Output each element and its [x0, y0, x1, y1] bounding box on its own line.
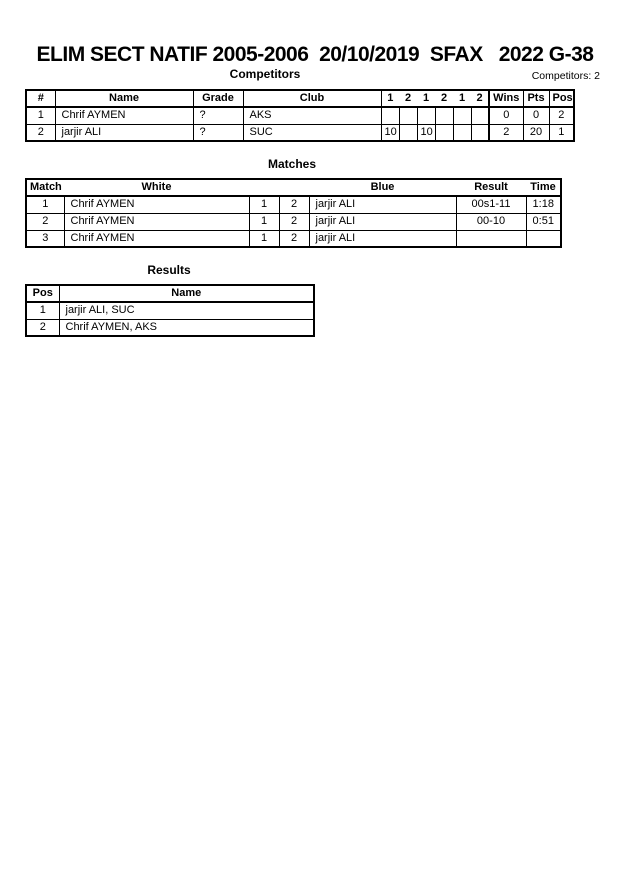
col-header-time: Time — [526, 178, 561, 197]
score-cell — [434, 123, 454, 142]
time-cell: 1:18 — [525, 195, 562, 214]
score-cell — [398, 106, 418, 125]
col-header-score3: 1 — [417, 89, 435, 108]
score-cell: 10 — [380, 123, 400, 142]
col-header-score1: 1 — [381, 89, 399, 108]
col-header-name: Name — [58, 284, 315, 303]
competitor-name-cell: jarjir ALI — [54, 123, 194, 142]
match-num-cell: 3 — [25, 229, 65, 248]
blue-score-cell: 2 — [278, 195, 310, 214]
col-header-score2: 2 — [399, 89, 417, 108]
white-score-cell: 1 — [248, 195, 280, 214]
blue-score-cell: 2 — [278, 229, 310, 248]
competitor-row: 1 Chrif AYMEN ? AKS 0 0 2 — [25, 106, 575, 125]
white-name-cell: Chrif AYMEN — [63, 195, 250, 214]
col-header-club: Club — [242, 89, 382, 108]
white-score-cell: 1 — [248, 229, 280, 248]
competitor-num-cell: 2 — [25, 123, 56, 142]
col-header-score5: 1 — [453, 89, 471, 108]
result-row: 2 Chrif AYMEN, AKS — [25, 318, 315, 337]
score-cell — [470, 106, 490, 125]
blue-name-cell: jarjir ALI — [308, 212, 457, 231]
col-header-wins: Wins — [488, 89, 524, 108]
result-name-cell: jarjir ALI, SUC — [58, 301, 315, 320]
blue-name-cell: jarjir ALI — [308, 229, 457, 248]
score-cell — [398, 123, 418, 142]
result-pos-cell: 2 — [25, 318, 60, 337]
score-cell: 10 — [416, 123, 436, 142]
time-cell — [525, 229, 562, 248]
wins-cell: 2 — [488, 123, 524, 142]
pts-cell: 0 — [522, 106, 550, 125]
col-header-pos: Pos — [548, 89, 575, 108]
time-cell: 0:51 — [525, 212, 562, 231]
competitors-table: # Name Grade Club 1 2 1 2 1 2 Wins Pts P… — [25, 89, 575, 142]
results-section-label: Results — [147, 263, 191, 277]
col-header-match: Match — [26, 178, 64, 197]
result-pos-cell: 1 — [25, 301, 60, 320]
result-row: 1 jarjir ALI, SUC — [25, 301, 315, 320]
page-title: ELIM SECT NATIF 2005-2006 20/10/2019 SFA… — [36, 43, 594, 66]
col-header-blue-score — [279, 178, 309, 197]
match-row: 1 Chrif AYMEN 1 2 jarjir ALI 00s1-11 1:1… — [25, 195, 562, 214]
result-cell: 00s1-11 — [455, 195, 527, 214]
competitor-grade-cell: ? — [192, 106, 244, 125]
result-name-cell: Chrif AYMEN, AKS — [58, 318, 315, 337]
col-header-grade: Grade — [192, 89, 244, 108]
match-row: 3 Chrif AYMEN 1 2 jarjir ALI — [25, 229, 562, 248]
col-header-pos: Pos — [25, 284, 60, 303]
col-header-name: Name — [54, 89, 194, 108]
white-score-cell: 1 — [248, 212, 280, 231]
competitor-num-cell: 1 — [25, 106, 56, 125]
competitor-club-cell: SUC — [242, 123, 382, 142]
white-name-cell: Chrif AYMEN — [63, 229, 250, 248]
competitor-club-cell: AKS — [242, 106, 382, 125]
col-header-white-score — [249, 178, 279, 197]
pos-cell: 2 — [548, 106, 575, 125]
results-header-row: Pos Name — [25, 284, 315, 303]
col-header-result: Result — [456, 178, 526, 197]
result-cell: 00-10 — [455, 212, 527, 231]
competitors-count: Competitors: 2 — [531, 70, 600, 82]
score-cell — [380, 106, 400, 125]
competitors-section-label: Competitors — [229, 67, 301, 81]
col-header-pts: Pts — [522, 89, 550, 108]
score-cell — [416, 106, 436, 125]
col-header-white: White — [64, 178, 249, 197]
col-header-score6: 2 — [471, 89, 489, 108]
wins-cell: 0 — [488, 106, 524, 125]
competitor-row: 2 jarjir ALI ? SUC 10 10 2 20 1 — [25, 123, 575, 142]
result-cell — [455, 229, 527, 248]
score-cell — [452, 123, 472, 142]
match-num-cell: 2 — [25, 212, 65, 231]
matches-section-label: Matches — [267, 157, 317, 171]
white-name-cell: Chrif AYMEN — [63, 212, 250, 231]
col-header-score4: 2 — [435, 89, 453, 108]
match-row: 2 Chrif AYMEN 1 2 jarjir ALI 00-10 0:51 — [25, 212, 562, 231]
blue-score-cell: 2 — [278, 212, 310, 231]
competitor-name-cell: Chrif AYMEN — [54, 106, 194, 125]
pts-cell: 20 — [522, 123, 550, 142]
matches-header-row: Match White Blue Result Time — [26, 178, 561, 197]
blue-name-cell: jarjir ALI — [308, 195, 457, 214]
competitor-grade-cell: ? — [192, 123, 244, 142]
score-cell — [434, 106, 454, 125]
match-num-cell: 1 — [25, 195, 65, 214]
results-table: Pos Name 1 jarjir ALI, SUC 2 Chrif AYMEN… — [25, 284, 315, 337]
col-header-blue: Blue — [309, 178, 456, 197]
competitors-header-row: # Name Grade Club 1 2 1 2 1 2 Wins Pts P… — [25, 89, 575, 108]
score-cell — [452, 106, 472, 125]
score-cell — [470, 123, 490, 142]
col-header-num: # — [25, 89, 56, 108]
matches-table: Match White Blue Result Time 1 Chrif AYM… — [25, 178, 562, 248]
pos-cell: 1 — [548, 123, 575, 142]
